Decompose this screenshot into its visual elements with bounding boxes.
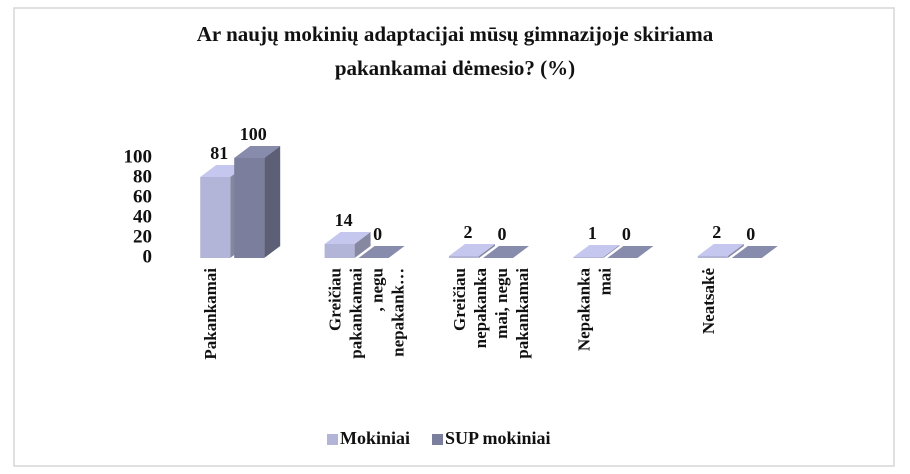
bar-top: [607, 246, 654, 258]
value-label: 0: [622, 224, 631, 244]
legend-label: SUP mokiniai: [445, 428, 551, 448]
legend-label: Mokiniai: [340, 428, 410, 448]
x-tick-label: Nepakanka mai: [574, 268, 614, 352]
bar-front: [449, 256, 479, 258]
bar-side: [479, 244, 495, 258]
value-label: 81: [210, 143, 228, 163]
value-label: 1: [588, 223, 597, 243]
bar-top: [697, 244, 744, 256]
value-label: 0: [746, 224, 755, 244]
legend-swatch: [327, 434, 338, 445]
x-tick-label: Greičiau pakankamai, negu nepakank…: [326, 268, 408, 359]
value-label: 2: [464, 222, 473, 242]
bar-side: [264, 146, 281, 258]
value-label: 0: [498, 224, 507, 244]
y-tick-label: 20: [133, 226, 152, 247]
value-label: 2: [712, 222, 721, 242]
bar-top: [731, 246, 778, 258]
bar-front: [200, 177, 231, 258]
bar-side: [727, 244, 744, 258]
bar: [358, 246, 405, 258]
bar-top: [234, 146, 281, 158]
y-tick-label: 100: [124, 146, 153, 167]
bar: [234, 146, 281, 258]
bar-front: [573, 257, 604, 258]
x-tick-label: Neatsakė: [699, 268, 718, 335]
bar-top: [449, 244, 495, 256]
x-tick-label: Greičiau nepakanka mai, negu pakankamai: [450, 268, 532, 359]
bar-top: [573, 245, 620, 257]
bar: [697, 244, 744, 258]
bar-front: [324, 244, 355, 258]
value-label: 14: [335, 210, 353, 230]
value-label: 0: [373, 224, 382, 244]
value-label: 100: [240, 124, 267, 144]
bar-side: [354, 232, 371, 258]
bar-top: [324, 232, 371, 244]
y-tick-label: 40: [133, 206, 152, 227]
bar-side: [603, 245, 620, 258]
chart-title: Ar naujų mokinių adaptacijai mūsų gimnaz…: [197, 22, 714, 46]
bar: [449, 244, 495, 258]
bar: [483, 246, 529, 258]
bar-front: [234, 158, 265, 258]
x-tick-label: Pakankamai: [201, 268, 220, 360]
bar-front: [697, 256, 728, 258]
bar: [324, 232, 371, 258]
bar: [573, 245, 620, 258]
bar-top: [358, 246, 405, 258]
y-tick-label: 80: [133, 166, 152, 187]
y-tick-label: 60: [133, 186, 152, 207]
chart-title: pakankamai dėmesio? (%): [335, 56, 575, 80]
chart-frame: [13, 7, 895, 467]
y-tick-label: 0: [143, 246, 153, 267]
bar: [731, 246, 778, 258]
bar-top: [483, 246, 529, 258]
bar: [607, 246, 654, 258]
legend-swatch: [432, 434, 444, 445]
